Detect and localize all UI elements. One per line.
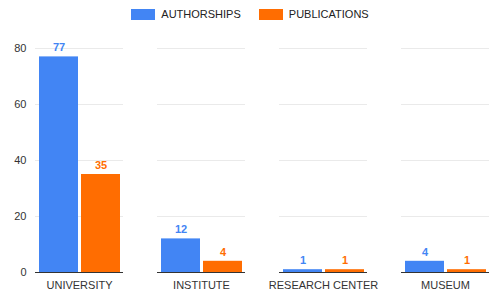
svg-text:MUSEUM: MUSEUM	[421, 279, 470, 291]
svg-text:RESEARCH CENTER: RESEARCH CENTER	[269, 279, 378, 291]
svg-text:INSTITUTE: INSTITUTE	[173, 279, 230, 291]
svg-text:1: 1	[464, 254, 470, 266]
html-text:PUBLICATIONS: PUBLICATIONS	[288, 8, 369, 20]
svg-text:4: 4	[220, 246, 227, 258]
svg-text:UNIVERSITY: UNIVERSITY	[46, 279, 113, 291]
svg-text:40: 40	[14, 154, 26, 166]
svg-text:1: 1	[300, 254, 306, 266]
svg-text:60: 60	[14, 98, 26, 110]
svg-text:0: 0	[20, 266, 26, 278]
svg-text:80: 80	[14, 42, 26, 54]
svg-text:35: 35	[95, 159, 107, 171]
svg-text:1: 1	[342, 254, 348, 266]
svg-text:4: 4	[422, 246, 429, 258]
svg-text:20: 20	[14, 210, 26, 222]
svg-text:12: 12	[175, 223, 187, 235]
html-text:AUTHORSHIPS: AUTHORSHIPS	[161, 8, 241, 20]
svg-text:77: 77	[53, 41, 65, 53]
